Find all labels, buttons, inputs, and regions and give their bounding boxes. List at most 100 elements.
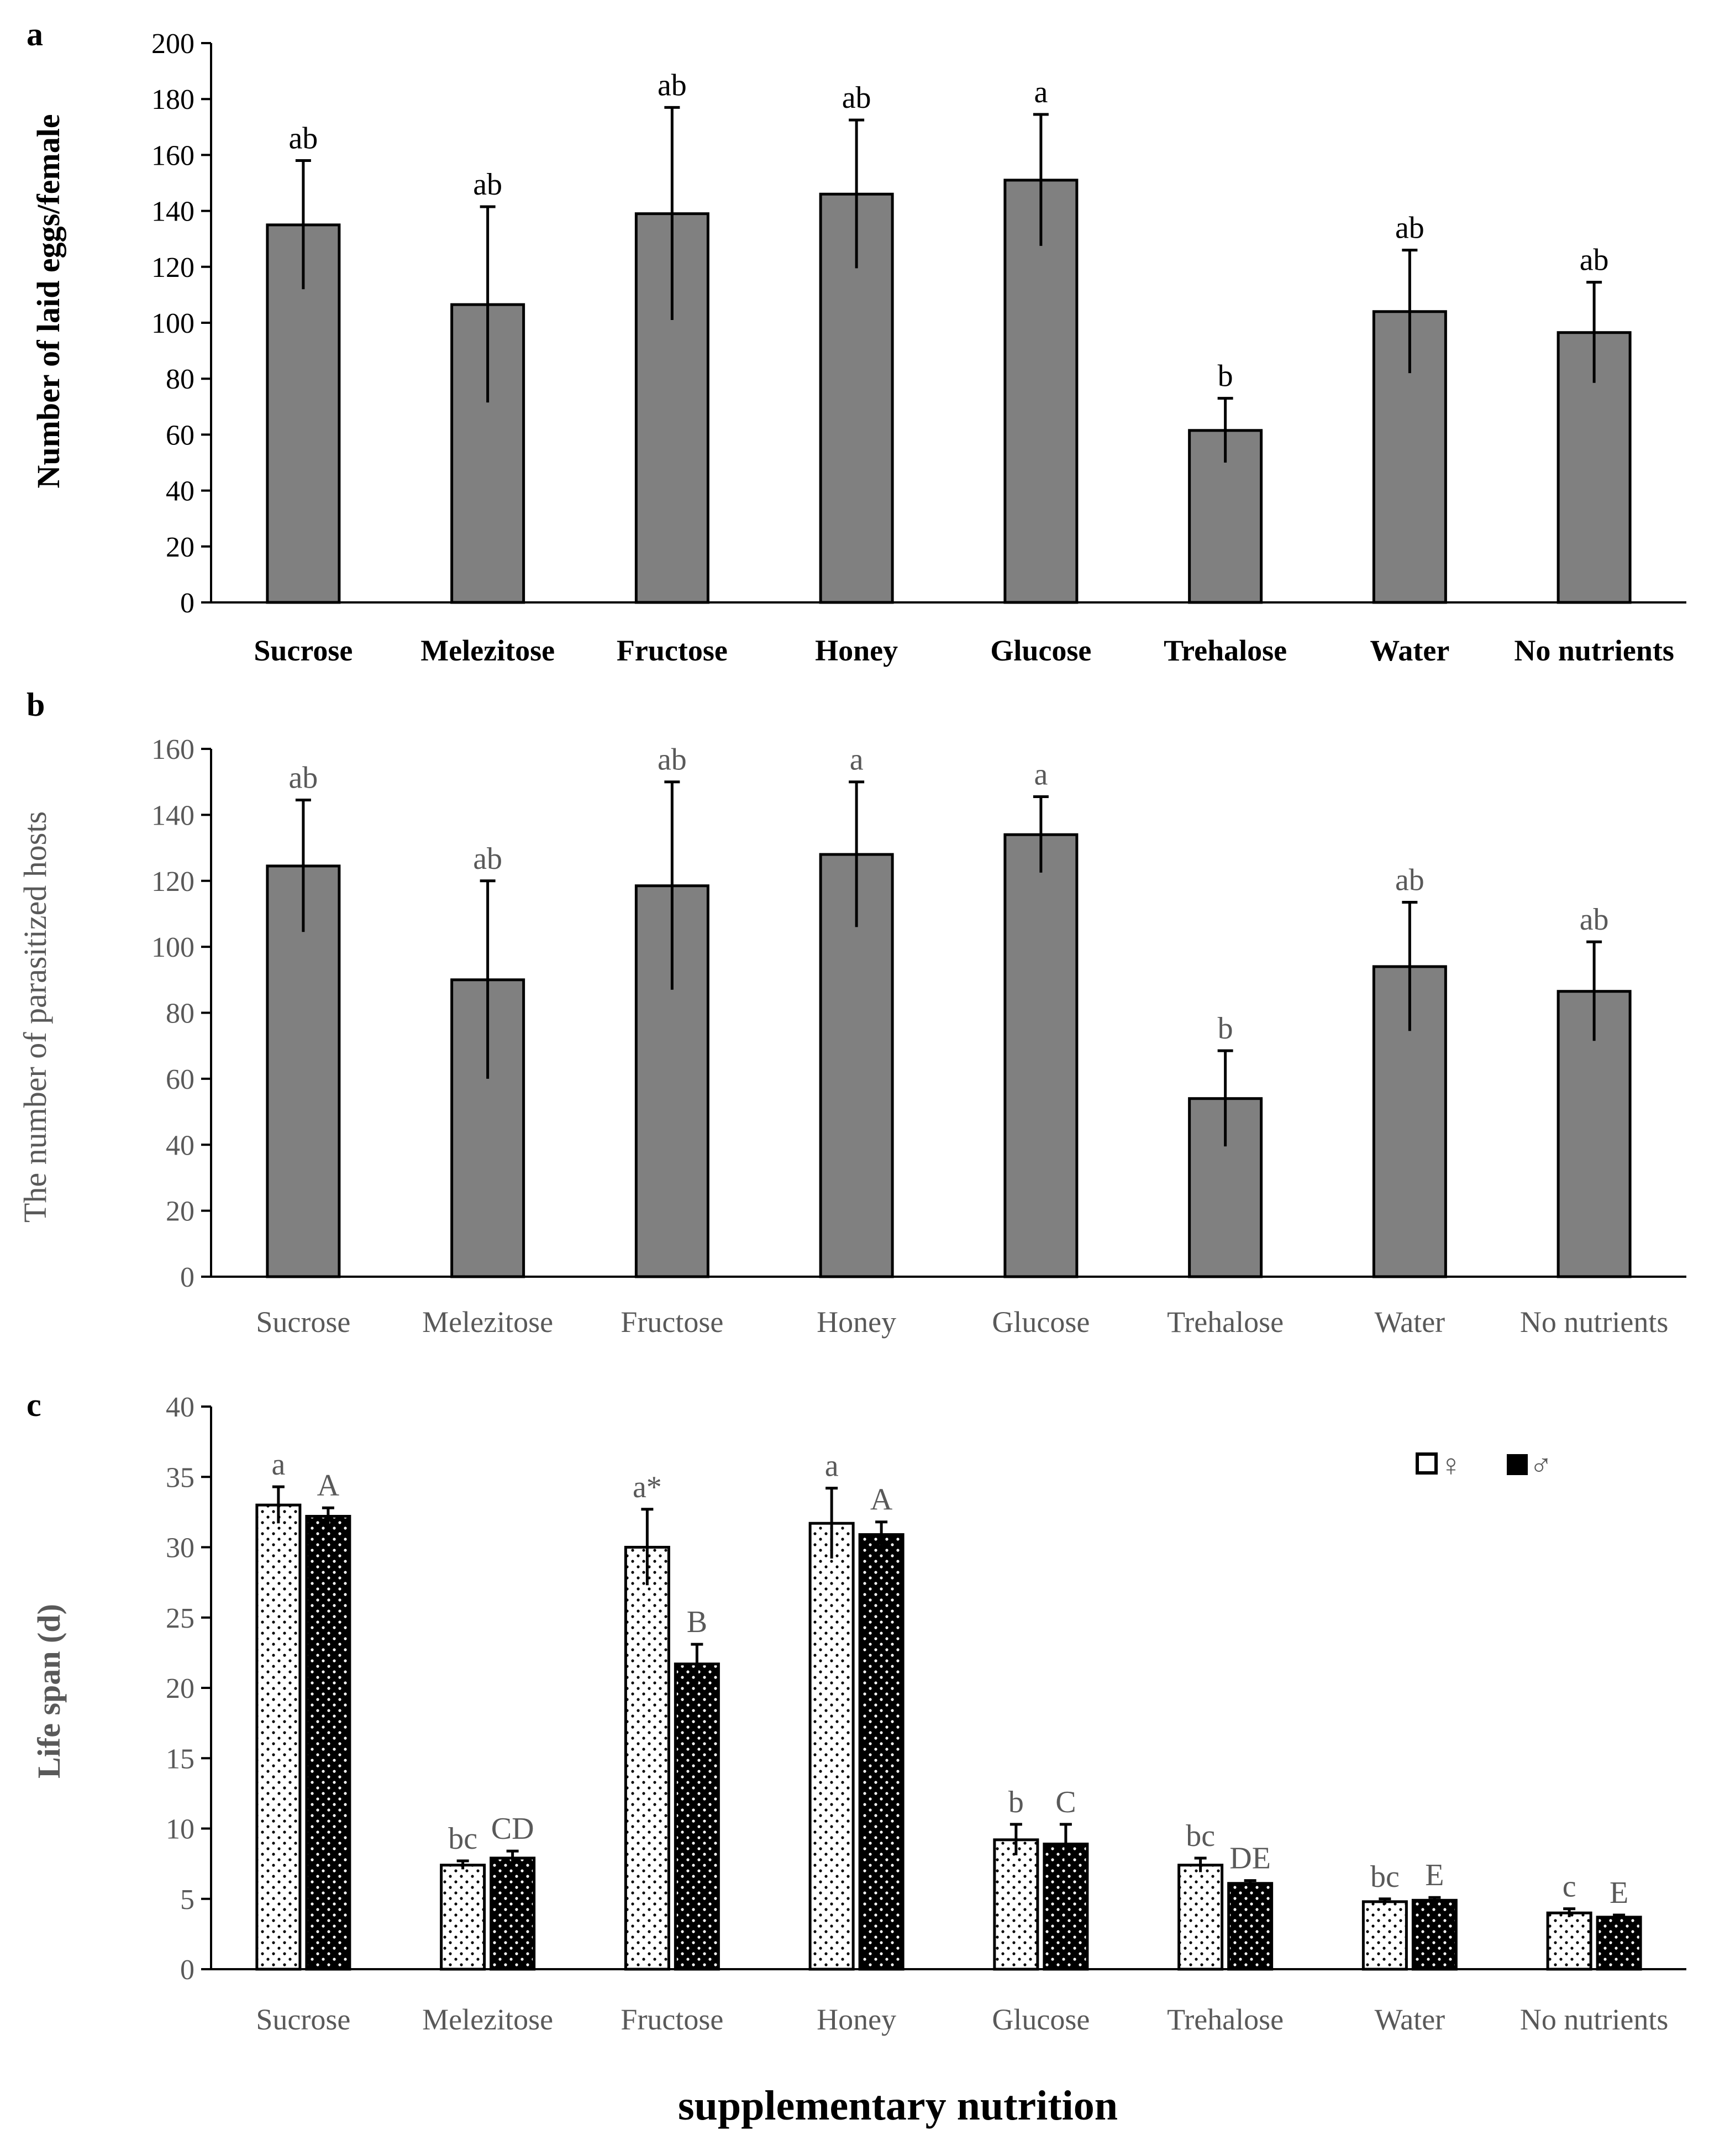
x-tick-label: Trehalose	[1167, 2003, 1284, 2036]
y-tick-label: 25	[166, 1603, 194, 1634]
significance-letter: ab	[658, 743, 687, 777]
bar	[1361, 1900, 1408, 1971]
significance-letter: ab	[1580, 903, 1609, 937]
x-tick-label: Sucrose	[256, 1305, 350, 1339]
y-tick-label: 160	[151, 140, 194, 171]
x-tick-label: No nutrients	[1520, 1305, 1668, 1339]
x-tick-label: Melezitose	[420, 634, 555, 667]
y-tick-label: 20	[166, 532, 194, 563]
x-tick-label: Fructose	[617, 634, 728, 667]
y-tick-label: 0	[180, 1954, 194, 1986]
y-tick-label: 80	[166, 998, 194, 1030]
significance-letter: ab	[473, 167, 502, 202]
x-tick-label: Fructose	[621, 1305, 723, 1339]
panel-b-y-axis-label: The number of parasitized hosts	[17, 811, 53, 1223]
panel-b-letter: b	[27, 686, 45, 723]
x-axis-title: supplementary nutrition	[678, 2082, 1118, 2129]
significance-letter: A	[317, 1468, 340, 1503]
x-tick-label: Glucose	[992, 2003, 1090, 2036]
bar	[674, 1662, 720, 1971]
panel-a: a Number of laid eggs/female 0 20 40 60 80 10…	[27, 16, 1686, 667]
bar	[1003, 179, 1079, 604]
x-tick-label: Glucose	[992, 1305, 1090, 1339]
significance-letter: bc	[1186, 1819, 1215, 1853]
legend-female-swatch	[1416, 1452, 1438, 1475]
x-tick-label: Trehalose	[1167, 1305, 1284, 1339]
bar	[1546, 1911, 1592, 1971]
bar	[858, 1533, 905, 1971]
significance-letter: a	[1034, 758, 1048, 792]
y-tick-label: 100	[151, 932, 194, 963]
significance-letter: A	[870, 1483, 893, 1517]
bar	[266, 223, 341, 604]
x-tick-label: Honey	[815, 634, 898, 667]
significance-letter: b	[1218, 359, 1233, 394]
significance-letter: a	[271, 1447, 285, 1482]
significance-letter: ab	[1395, 211, 1424, 245]
significance-letter: b	[1218, 1011, 1233, 1046]
x-tick-label: Water	[1370, 634, 1449, 667]
significance-letter: ab	[1395, 863, 1424, 898]
y-tick-label: 60	[166, 419, 194, 451]
y-tick-label: 40	[166, 1392, 194, 1423]
y-tick-label: 30	[166, 1533, 194, 1564]
bar	[624, 1546, 670, 1971]
panel-c-y-axis-label: Life span (d)	[31, 1604, 67, 1779]
x-tick-label: Glucose	[990, 634, 1091, 667]
x-tick-label: Water	[1375, 1305, 1445, 1339]
significance-letter: C	[1055, 1785, 1076, 1819]
significance-letter: CD	[491, 1812, 534, 1846]
x-tick-label: Trehalose	[1164, 634, 1287, 667]
y-tick-label: 0	[180, 587, 194, 619]
x-tick-label: Sucrose	[254, 634, 353, 667]
bar	[1177, 1864, 1224, 1971]
significance-letter: bc	[1370, 1860, 1400, 1894]
significance-letter: a	[1034, 75, 1048, 109]
panel-c: c Life span (d) 0 5 10 15 20 25 30 35 40 Sucrose M…	[27, 1387, 1686, 2036]
significance-letter: ab	[1580, 243, 1609, 277]
y-tick-label: 140	[151, 196, 194, 228]
panel-a-letter: a	[27, 16, 43, 53]
y-tick-label: 200	[151, 28, 194, 60]
significance-letter: DE	[1229, 1842, 1271, 1876]
significance-letter: ab	[473, 842, 502, 876]
significance-letter: ab	[658, 68, 687, 102]
bar	[266, 864, 341, 1278]
bar	[305, 1515, 351, 1971]
x-tick-label: No nutrients	[1520, 2003, 1668, 2036]
panel-a-y-axis-label: Number of laid eggs/female	[30, 114, 66, 488]
x-tick-label: Honey	[817, 1305, 896, 1339]
significance-letter: B	[687, 1605, 707, 1639]
y-tick-label: 140	[151, 800, 194, 831]
significance-letter: b	[1008, 1785, 1024, 1819]
significance-letter: a	[825, 1449, 839, 1483]
significance-letter: ab	[842, 81, 871, 115]
significance-letter: ab	[288, 122, 318, 156]
significance-letter: ab	[288, 761, 318, 795]
panel-c-legend: ♀ ♂	[1416, 1449, 1553, 1483]
y-tick-label: 15	[166, 1743, 194, 1775]
y-tick-label: 80	[166, 364, 194, 395]
significance-letter: c	[1563, 1870, 1576, 1904]
significance-letter: a	[850, 743, 864, 777]
bar	[1043, 1842, 1089, 1971]
y-tick-label: 120	[151, 252, 194, 284]
legend-male-swatch	[1507, 1454, 1528, 1475]
significance-letter: E	[1610, 1876, 1628, 1910]
y-tick-label: 20	[166, 1673, 194, 1704]
y-tick-label: 0	[180, 1262, 194, 1293]
x-tick-label: Melezitose	[422, 1305, 553, 1339]
y-tick-label: 160	[151, 734, 194, 765]
bar	[255, 1503, 302, 1971]
bar	[993, 1838, 1039, 1971]
y-tick-label: 180	[151, 84, 194, 116]
y-tick-label: 20	[166, 1196, 194, 1227]
y-tick-label: 100	[151, 308, 194, 339]
bar	[1596, 1916, 1642, 1971]
x-tick-label: Honey	[817, 2003, 896, 2036]
x-tick-label: Melezitose	[422, 2003, 553, 2036]
legend-male-label: ♂	[1529, 1449, 1553, 1483]
bar	[490, 1856, 536, 1971]
y-tick-label: 60	[166, 1064, 194, 1095]
significance-letter: a*	[633, 1470, 662, 1504]
